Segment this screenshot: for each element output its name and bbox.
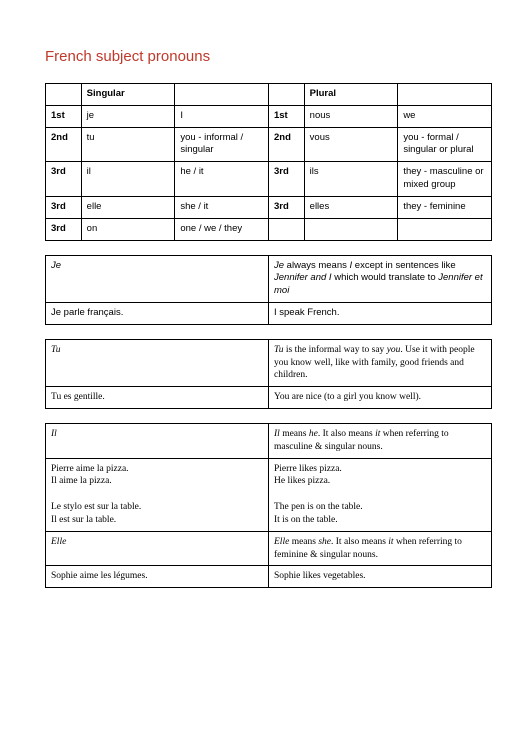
text: except in sentences like xyxy=(352,260,456,271)
pronoun-table: Singular Plural 1st je I 1st nous we 2nd… xyxy=(45,83,492,241)
cell: nous xyxy=(304,105,398,127)
table-row: Pierre aime la pizza. Il aime la pizza. … xyxy=(46,458,492,531)
table-row: Tu es gentille. You are nice (to a girl … xyxy=(46,387,492,409)
cell: 3rd xyxy=(46,218,82,240)
cell: one / we / they xyxy=(175,218,269,240)
cell: 1st xyxy=(46,105,82,127)
cell: he / it xyxy=(175,162,269,197)
cell: vous xyxy=(304,127,398,162)
table-row: Sophie aime les légumes. Sophie likes ve… xyxy=(46,566,492,588)
cell: Sophie aime les légumes. xyxy=(46,566,269,588)
cell: Je always means I except in sentences li… xyxy=(269,255,492,302)
cell: tu xyxy=(81,127,175,162)
cell: they - masculine or mixed group xyxy=(398,162,492,197)
text-italic: Tu xyxy=(274,345,284,355)
cell: she / it xyxy=(175,196,269,218)
cell: il xyxy=(81,162,175,197)
je-table: Je Je always means I except in sentences… xyxy=(45,255,492,325)
text-italic: he xyxy=(309,429,318,439)
table-row: Je Je always means I except in sentences… xyxy=(46,255,492,302)
cell: Tu es gentille. xyxy=(46,387,269,409)
cell: Pierre aime la pizza. Il aime la pizza. … xyxy=(46,458,269,531)
cell: Je parle français. xyxy=(46,302,269,324)
cell: Sophie likes vegetables. xyxy=(269,566,492,588)
cell: 3rd xyxy=(46,162,82,197)
text: which would translate to xyxy=(332,272,439,283)
cell: elles xyxy=(304,196,398,218)
cell: Je xyxy=(46,255,269,302)
pronoun-label: Je xyxy=(51,260,61,271)
cell: Tu is the informal way to say you. Use i… xyxy=(269,339,492,386)
il-elle-table: Il Il means he. It also means it when re… xyxy=(45,423,492,588)
pronoun-label: Tu xyxy=(51,345,61,355)
cell: Il xyxy=(46,424,269,459)
text: means xyxy=(280,429,309,439)
table-row: 3rd elle she / it 3rd elles they - femin… xyxy=(46,196,492,218)
table-row: Tu Tu is the informal way to say you. Us… xyxy=(46,339,492,386)
header-cell xyxy=(268,84,304,106)
table-row: 1st je I 1st nous we xyxy=(46,105,492,127)
table-row: 3rd on one / we / they xyxy=(46,218,492,240)
table-header-row: Singular Plural xyxy=(46,84,492,106)
pronoun-label: Elle xyxy=(51,537,66,547)
cell: they - feminine xyxy=(398,196,492,218)
cell: we xyxy=(398,105,492,127)
cell: I xyxy=(175,105,269,127)
text: . It also means xyxy=(331,537,388,547)
cell: on xyxy=(81,218,175,240)
text-italic: she xyxy=(318,537,331,547)
cell: Pierre likes pizza. He likes pizza. The … xyxy=(269,458,492,531)
cell: you - informal / singular xyxy=(175,127,269,162)
cell: ils xyxy=(304,162,398,197)
cell xyxy=(304,218,398,240)
header-cell xyxy=(398,84,492,106)
cell xyxy=(398,218,492,240)
cell: 3rd xyxy=(268,162,304,197)
cell: Il means he. It also means it when refer… xyxy=(269,424,492,459)
header-cell: Plural xyxy=(304,84,398,106)
text-italic: Jennifer and I xyxy=(274,272,332,283)
table-row: 2nd tu you - informal / singular 2nd vou… xyxy=(46,127,492,162)
cell: 3rd xyxy=(268,196,304,218)
cell: 3rd xyxy=(46,196,82,218)
cell: You are nice (to a girl you know well). xyxy=(269,387,492,409)
cell: elle xyxy=(81,196,175,218)
cell: I speak French. xyxy=(269,302,492,324)
cell: you - formal / singular or plural xyxy=(398,127,492,162)
page-title: French subject pronouns xyxy=(45,48,492,65)
table-row: Je parle français. I speak French. xyxy=(46,302,492,324)
cell: 2nd xyxy=(46,127,82,162)
text: means xyxy=(289,537,318,547)
cell: Elle xyxy=(46,531,269,566)
table-row: Il Il means he. It also means it when re… xyxy=(46,424,492,459)
header-cell: Singular xyxy=(81,84,175,106)
text-italic: Elle xyxy=(274,537,289,547)
cell xyxy=(268,218,304,240)
table-row: 3rd il he / it 3rd ils they - masculine … xyxy=(46,162,492,197)
text: . It also means xyxy=(318,429,375,439)
text-italic: you xyxy=(387,345,401,355)
page: French subject pronouns Singular Plural … xyxy=(0,0,530,632)
tu-table: Tu Tu is the informal way to say you. Us… xyxy=(45,339,492,409)
cell: Elle means she. It also means it when re… xyxy=(269,531,492,566)
cell: Tu xyxy=(46,339,269,386)
cell: 1st xyxy=(268,105,304,127)
text-italic: Je xyxy=(274,260,284,271)
table-row: Elle Elle means she. It also means it wh… xyxy=(46,531,492,566)
header-cell xyxy=(175,84,269,106)
cell: je xyxy=(81,105,175,127)
header-cell xyxy=(46,84,82,106)
pronoun-label: Il xyxy=(51,429,57,439)
cell: 2nd xyxy=(268,127,304,162)
text: always means xyxy=(284,260,349,271)
text: is the informal way to say xyxy=(284,345,387,355)
